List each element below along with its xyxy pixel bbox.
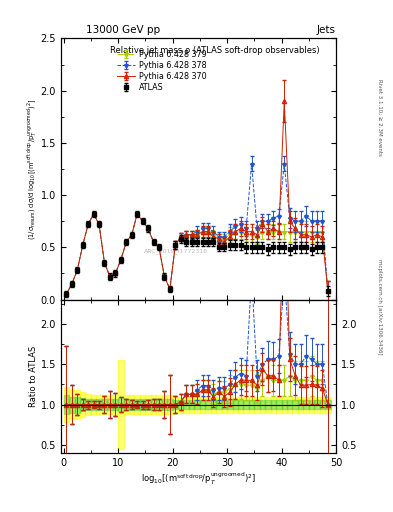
Y-axis label: (1/σ$_{\rm resum}$) dσ/d log$_{10}$[(m$^{\rm soft\,drop}$/p$_T^{\rm ungroomed})^: (1/σ$_{\rm resum}$) dσ/d log$_{10}$[(m$^… <box>26 98 39 240</box>
Text: ARC_2019_I1772316: ARC_2019_I1772316 <box>144 248 209 254</box>
Text: mcplots.cern.ch [arXiv:1306.3436]: mcplots.cern.ch [arXiv:1306.3436] <box>377 260 382 355</box>
Text: Rivet 3.1.10; ≥ 2.3M events: Rivet 3.1.10; ≥ 2.3M events <box>377 79 382 156</box>
Text: 13000 GeV pp: 13000 GeV pp <box>86 25 161 35</box>
Text: Jets: Jets <box>317 25 336 35</box>
Legend: Pythia 6.428 379, Pythia 6.428 378, Pythia 6.428 370, ATLAS: Pythia 6.428 379, Pythia 6.428 378, Pyth… <box>114 48 209 95</box>
X-axis label: log$_{10}$[(m$^{\rm soft\,drop}$/p$_T^{\rm ungroomed})^2$]: log$_{10}$[(m$^{\rm soft\,drop}$/p$_T^{\… <box>141 471 256 487</box>
Y-axis label: Ratio to ATLAS: Ratio to ATLAS <box>29 346 38 407</box>
Text: Relative jet mass ρ (ATLAS soft-drop observables): Relative jet mass ρ (ATLAS soft-drop obs… <box>110 46 320 55</box>
